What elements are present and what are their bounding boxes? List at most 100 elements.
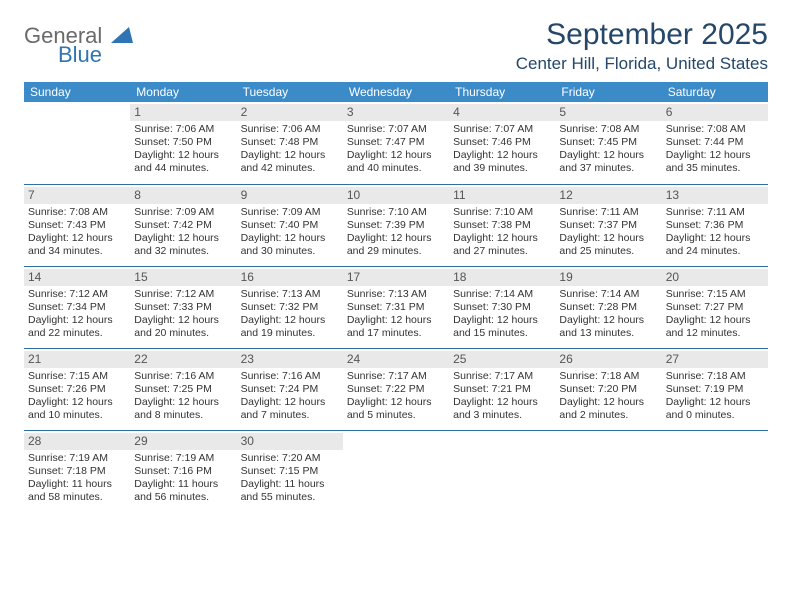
daylight-line: Daylight: 11 hours and 55 minutes. (241, 478, 339, 504)
sunrise-line: Sunrise: 7:13 AM (347, 288, 445, 301)
sunset-line: Sunset: 7:28 PM (559, 301, 657, 314)
day-details: Sunrise: 7:09 AMSunset: 7:40 PMDaylight:… (241, 206, 339, 259)
day-number: 12 (555, 187, 661, 204)
logo-text: General Blue (24, 24, 133, 66)
daylight-line: Daylight: 12 hours and 29 minutes. (347, 232, 445, 258)
day-number: 8 (130, 187, 236, 204)
calendar-cell: 24Sunrise: 7:17 AMSunset: 7:22 PMDayligh… (343, 348, 449, 430)
sunset-line: Sunset: 7:33 PM (134, 301, 232, 314)
sunset-line: Sunset: 7:24 PM (241, 383, 339, 396)
daylight-line: Daylight: 12 hours and 17 minutes. (347, 314, 445, 340)
day-number: 21 (24, 351, 130, 368)
calendar-row: 28Sunrise: 7:19 AMSunset: 7:18 PMDayligh… (24, 430, 768, 512)
calendar-cell: 30Sunrise: 7:20 AMSunset: 7:15 PMDayligh… (237, 430, 343, 512)
day-details: Sunrise: 7:12 AMSunset: 7:33 PMDaylight:… (134, 288, 232, 341)
calendar-cell: 8 Sunrise: 7:09 AMSunset: 7:42 PMDaylight… (130, 184, 236, 266)
day-details: Sunrise: 7:20 AMSunset: 7:15 PMDaylight:… (241, 452, 339, 505)
month-title: September 2025 (516, 18, 768, 52)
sunrise-line: Sunrise: 7:19 AM (134, 452, 232, 465)
daylight-line: Daylight: 12 hours and 35 minutes. (666, 149, 764, 175)
sunset-line: Sunset: 7:43 PM (28, 219, 126, 232)
daylight-line: Daylight: 12 hours and 24 minutes. (666, 232, 764, 258)
sunrise-line: Sunrise: 7:06 AM (241, 123, 339, 136)
calendar-row: 7Sunrise: 7:08 AMSunset: 7:43 PMDaylight… (24, 184, 768, 266)
daylight-line: Daylight: 12 hours and 32 minutes. (134, 232, 232, 258)
calendar-cell: 17 Sunrise: 7:13 AMSunset: 7:31 PMDayligh… (343, 266, 449, 348)
sunset-line: Sunset: 7:32 PM (241, 301, 339, 314)
day-number: 16 (237, 269, 343, 286)
day-number: 2 (237, 104, 343, 121)
daylight-line: Daylight: 12 hours and 22 minutes. (28, 314, 126, 340)
daylight-line: Daylight: 12 hours and 0 minutes. (666, 396, 764, 422)
day-number: 20 (662, 269, 768, 286)
calendar-cell: 22Sunrise: 7:16 AMSunset: 7:25 PMDayligh… (130, 348, 236, 430)
sunrise-line: Sunrise: 7:13 AM (241, 288, 339, 301)
day-number: 3 (343, 104, 449, 121)
day-details: Sunrise: 7:16 AMSunset: 7:25 PMDaylight:… (134, 370, 232, 423)
sunset-line: Sunset: 7:37 PM (559, 219, 657, 232)
day-details: Sunrise: 7:07 AMSunset: 7:46 PMDaylight:… (453, 123, 551, 176)
weekday-header: Monday (130, 82, 236, 102)
calendar-cell (24, 102, 130, 184)
day-number: 10 (343, 187, 449, 204)
calendar-cell: 20 Sunrise: 7:15 AMSunset: 7:27 PMDayligh… (662, 266, 768, 348)
day-details: Sunrise: 7:18 AMSunset: 7:20 PMDaylight:… (559, 370, 657, 423)
sunrise-line: Sunrise: 7:16 AM (134, 370, 232, 383)
sunset-line: Sunset: 7:19 PM (666, 383, 764, 396)
location: Center Hill, Florida, United States (516, 54, 768, 74)
sunset-line: Sunset: 7:42 PM (134, 219, 232, 232)
sunrise-line: Sunrise: 7:07 AM (453, 123, 551, 136)
daylight-line: Daylight: 12 hours and 15 minutes. (453, 314, 551, 340)
sunrise-line: Sunrise: 7:14 AM (559, 288, 657, 301)
day-number: 29 (130, 433, 236, 450)
calendar-cell (662, 430, 768, 512)
sunset-line: Sunset: 7:21 PM (453, 383, 551, 396)
sunset-line: Sunset: 7:30 PM (453, 301, 551, 314)
sunrise-line: Sunrise: 7:08 AM (28, 206, 126, 219)
weekday-header: Tuesday (237, 82, 343, 102)
daylight-line: Daylight: 12 hours and 34 minutes. (28, 232, 126, 258)
sunrise-line: Sunrise: 7:16 AM (241, 370, 339, 383)
sunrise-line: Sunrise: 7:09 AM (134, 206, 232, 219)
day-details: Sunrise: 7:10 AMSunset: 7:38 PMDaylight:… (453, 206, 551, 259)
calendar-cell (555, 430, 661, 512)
sunset-line: Sunset: 7:38 PM (453, 219, 551, 232)
sunset-line: Sunset: 7:15 PM (241, 465, 339, 478)
day-number: 14 (24, 269, 130, 286)
weekday-header: Friday (555, 82, 661, 102)
daylight-line: Daylight: 12 hours and 44 minutes. (134, 149, 232, 175)
sunrise-line: Sunrise: 7:11 AM (666, 206, 764, 219)
sunrise-line: Sunrise: 7:07 AM (347, 123, 445, 136)
sunrise-line: Sunrise: 7:10 AM (453, 206, 551, 219)
sunrise-line: Sunrise: 7:08 AM (559, 123, 657, 136)
calendar-row: 1Sunrise: 7:06 AMSunset: 7:50 PMDaylight… (24, 102, 768, 184)
sunrise-line: Sunrise: 7:19 AM (28, 452, 126, 465)
calendar-cell: 29 Sunrise: 7:19 AMSunset: 7:16 PMDayligh… (130, 430, 236, 512)
header: General Blue September 2025 Center Hill,… (24, 18, 768, 74)
calendar-cell: 5Sunrise: 7:08 AMSunset: 7:45 PMDaylight… (555, 102, 661, 184)
daylight-line: Daylight: 11 hours and 56 minutes. (134, 478, 232, 504)
calendar-cell: 3Sunrise: 7:07 AMSunset: 7:47 PMDaylight… (343, 102, 449, 184)
sunset-line: Sunset: 7:44 PM (666, 136, 764, 149)
day-number: 17 (343, 269, 449, 286)
day-details: Sunrise: 7:13 AMSunset: 7:31 PMDaylight:… (347, 288, 445, 341)
sunrise-line: Sunrise: 7:06 AM (134, 123, 232, 136)
daylight-line: Daylight: 12 hours and 30 minutes. (241, 232, 339, 258)
day-details: Sunrise: 7:15 AMSunset: 7:27 PMDaylight:… (666, 288, 764, 341)
day-details: Sunrise: 7:13 AMSunset: 7:32 PMDaylight:… (241, 288, 339, 341)
daylight-line: Daylight: 12 hours and 20 minutes. (134, 314, 232, 340)
calendar-body: 1Sunrise: 7:06 AMSunset: 7:50 PMDaylight… (24, 102, 768, 512)
daylight-line: Daylight: 12 hours and 19 minutes. (241, 314, 339, 340)
sunset-line: Sunset: 7:16 PM (134, 465, 232, 478)
day-number: 7 (24, 187, 130, 204)
calendar-cell: 23Sunrise: 7:16 AMSunset: 7:24 PMDayligh… (237, 348, 343, 430)
day-details: Sunrise: 7:19 AMSunset: 7:16 PMDaylight:… (134, 452, 232, 505)
day-number: 15 (130, 269, 236, 286)
day-number: 13 (662, 187, 768, 204)
calendar-cell: 21Sunrise: 7:15 AMSunset: 7:26 PMDayligh… (24, 348, 130, 430)
day-number: 23 (237, 351, 343, 368)
sunrise-line: Sunrise: 7:14 AM (453, 288, 551, 301)
sunset-line: Sunset: 7:26 PM (28, 383, 126, 396)
daylight-line: Daylight: 12 hours and 8 minutes. (134, 396, 232, 422)
day-number: 27 (662, 351, 768, 368)
